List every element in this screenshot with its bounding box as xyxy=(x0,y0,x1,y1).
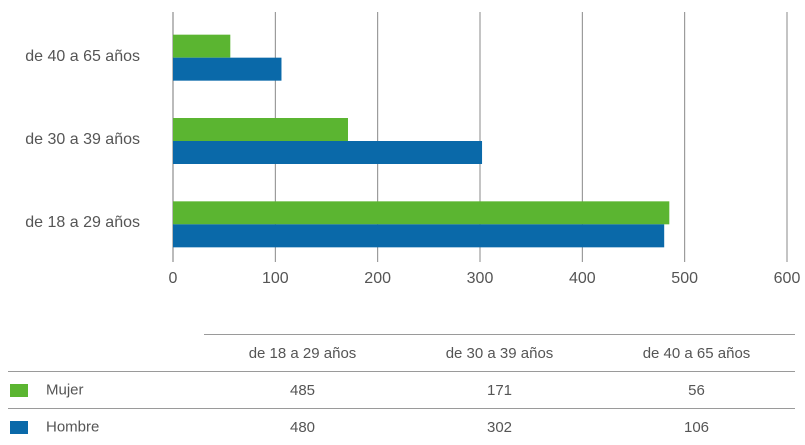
x-tick-label: 400 xyxy=(569,270,596,288)
table-cell: 485 xyxy=(204,372,401,409)
legend-swatch-mujer xyxy=(10,384,28,397)
table-cell: 106 xyxy=(598,409,795,445)
category-label: de 40 a 65 años xyxy=(25,48,140,66)
table-header-cell: de 30 a 39 años xyxy=(401,335,598,372)
bar-mujer-0 xyxy=(173,201,669,224)
x-tick-label: 600 xyxy=(774,270,801,288)
table-corner xyxy=(8,335,204,372)
x-tick-label: 0 xyxy=(169,270,178,288)
table-header-cell: de 40 a 65 años xyxy=(598,335,795,372)
table-header-cell: de 18 a 29 años xyxy=(204,335,401,372)
x-tick-label: 500 xyxy=(671,270,698,288)
x-tick-label: 100 xyxy=(262,270,289,288)
series-name: Mujer xyxy=(46,382,84,399)
table-header-row: de 18 a 29 años de 30 a 39 años de 40 a … xyxy=(8,335,795,372)
table-cell: 56 xyxy=(598,372,795,409)
legend-swatch-hombre xyxy=(10,421,28,434)
table-row: Mujer 485 171 56 xyxy=(8,372,795,409)
table-cell: 171 xyxy=(401,372,598,409)
series-label-mujer: Mujer xyxy=(8,372,204,409)
bar-hombre-1 xyxy=(173,141,482,164)
table-cell: 480 xyxy=(204,409,401,445)
bar-mujer-1 xyxy=(173,118,348,141)
data-table: de 18 a 29 años de 30 a 39 años de 40 a … xyxy=(8,334,795,445)
bar-hombre-0 xyxy=(173,224,664,247)
table-row: Hombre 480 302 106 xyxy=(8,409,795,445)
x-tick-label: 300 xyxy=(467,270,494,288)
bar-hombre-2 xyxy=(173,58,281,81)
series-label-hombre: Hombre xyxy=(8,409,204,445)
x-tick-label: 200 xyxy=(364,270,391,288)
table-cell: 302 xyxy=(401,409,598,445)
series-name: Hombre xyxy=(46,419,99,436)
category-label: de 18 a 29 años xyxy=(25,214,140,232)
bar-mujer-2 xyxy=(173,35,230,58)
category-label: de 30 a 39 años xyxy=(25,131,140,149)
bar-chart xyxy=(0,0,805,300)
